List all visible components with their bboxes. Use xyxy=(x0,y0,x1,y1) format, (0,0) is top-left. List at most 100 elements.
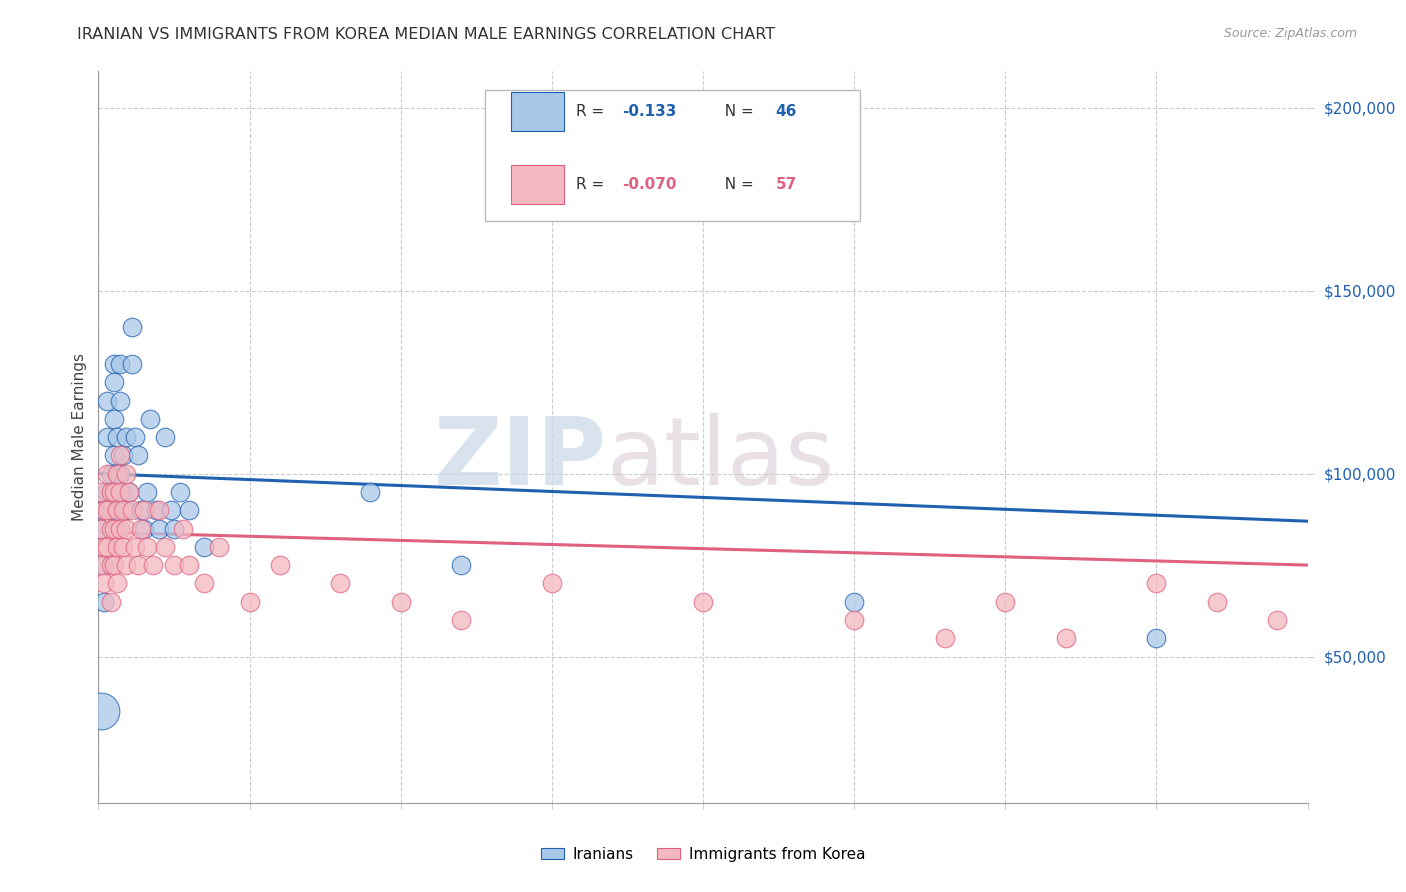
Point xyxy=(105,540,128,554)
Point xyxy=(153,540,176,554)
Text: 57: 57 xyxy=(776,178,797,193)
Point xyxy=(193,540,215,554)
Point xyxy=(103,375,125,389)
Point xyxy=(121,357,143,371)
Point xyxy=(193,576,215,591)
Point xyxy=(179,503,201,517)
Point xyxy=(93,540,115,554)
Text: IRANIAN VS IMMIGRANTS FROM KOREA MEDIAN MALE EARNINGS CORRELATION CHART: IRANIAN VS IMMIGRANTS FROM KOREA MEDIAN … xyxy=(77,27,776,42)
Point xyxy=(103,484,125,499)
Point xyxy=(108,448,131,462)
Point xyxy=(172,521,194,535)
Point xyxy=(844,594,866,608)
Point xyxy=(100,503,122,517)
Point xyxy=(111,503,134,517)
Point xyxy=(208,540,231,554)
Point xyxy=(179,558,201,573)
Point xyxy=(105,484,128,499)
Point xyxy=(145,503,167,517)
Point xyxy=(114,430,136,444)
Point xyxy=(450,613,472,627)
Point xyxy=(239,594,262,608)
Point xyxy=(103,558,125,573)
Point xyxy=(103,357,125,371)
Point xyxy=(114,467,136,481)
Point xyxy=(93,594,115,608)
Point xyxy=(100,484,122,499)
Y-axis label: Median Male Earnings: Median Male Earnings xyxy=(72,353,87,521)
Point xyxy=(105,430,128,444)
Point xyxy=(100,594,122,608)
Point xyxy=(142,558,165,573)
Point xyxy=(124,430,146,444)
Point xyxy=(129,503,152,517)
Point xyxy=(111,484,134,499)
Point xyxy=(994,594,1017,608)
Point xyxy=(121,503,143,517)
FancyBboxPatch shape xyxy=(510,92,564,131)
Point xyxy=(96,467,118,481)
FancyBboxPatch shape xyxy=(510,165,564,204)
Point xyxy=(103,411,125,425)
Point xyxy=(100,558,122,573)
Point xyxy=(692,594,714,608)
Point xyxy=(103,521,125,535)
Point xyxy=(105,467,128,481)
Text: N =: N = xyxy=(716,104,759,120)
Point xyxy=(108,484,131,499)
Point xyxy=(540,576,562,591)
Point xyxy=(108,521,131,535)
Point xyxy=(121,320,143,334)
Point xyxy=(329,576,352,591)
Point xyxy=(360,484,382,499)
Point xyxy=(1054,632,1077,646)
Point xyxy=(93,576,115,591)
Point xyxy=(96,540,118,554)
Point xyxy=(91,503,114,517)
Point xyxy=(129,521,152,535)
Point xyxy=(108,357,131,371)
Point xyxy=(934,632,956,646)
Point xyxy=(389,594,412,608)
Text: ZIP: ZIP xyxy=(433,413,606,505)
Point xyxy=(111,448,134,462)
Point xyxy=(114,503,136,517)
Point xyxy=(118,484,141,499)
Point xyxy=(111,540,134,554)
FancyBboxPatch shape xyxy=(485,90,860,221)
Text: 46: 46 xyxy=(776,104,797,120)
Point xyxy=(96,430,118,444)
Point xyxy=(108,467,131,481)
Text: atlas: atlas xyxy=(606,413,835,505)
Point xyxy=(153,430,176,444)
Point xyxy=(90,558,112,573)
Point xyxy=(269,558,291,573)
Point xyxy=(127,448,149,462)
Point xyxy=(100,484,122,499)
Point xyxy=(90,521,112,535)
Point xyxy=(127,558,149,573)
Point xyxy=(450,558,472,573)
Text: -0.070: -0.070 xyxy=(621,178,676,193)
Point xyxy=(135,484,157,499)
Point xyxy=(139,411,162,425)
Text: N =: N = xyxy=(716,178,759,193)
Point xyxy=(132,521,155,535)
Point xyxy=(105,503,128,517)
Point xyxy=(114,521,136,535)
Point xyxy=(844,613,866,627)
Point xyxy=(132,503,155,517)
Point xyxy=(96,503,118,517)
Point xyxy=(90,705,112,719)
Point xyxy=(1144,632,1167,646)
Point xyxy=(108,393,131,408)
Point xyxy=(1144,576,1167,591)
Point xyxy=(100,467,122,481)
Point xyxy=(148,503,170,517)
Point xyxy=(96,484,118,499)
Text: Source: ZipAtlas.com: Source: ZipAtlas.com xyxy=(1223,27,1357,40)
Point xyxy=(105,521,128,535)
Text: R =: R = xyxy=(576,178,609,193)
Point xyxy=(135,540,157,554)
Text: R =: R = xyxy=(576,104,609,120)
